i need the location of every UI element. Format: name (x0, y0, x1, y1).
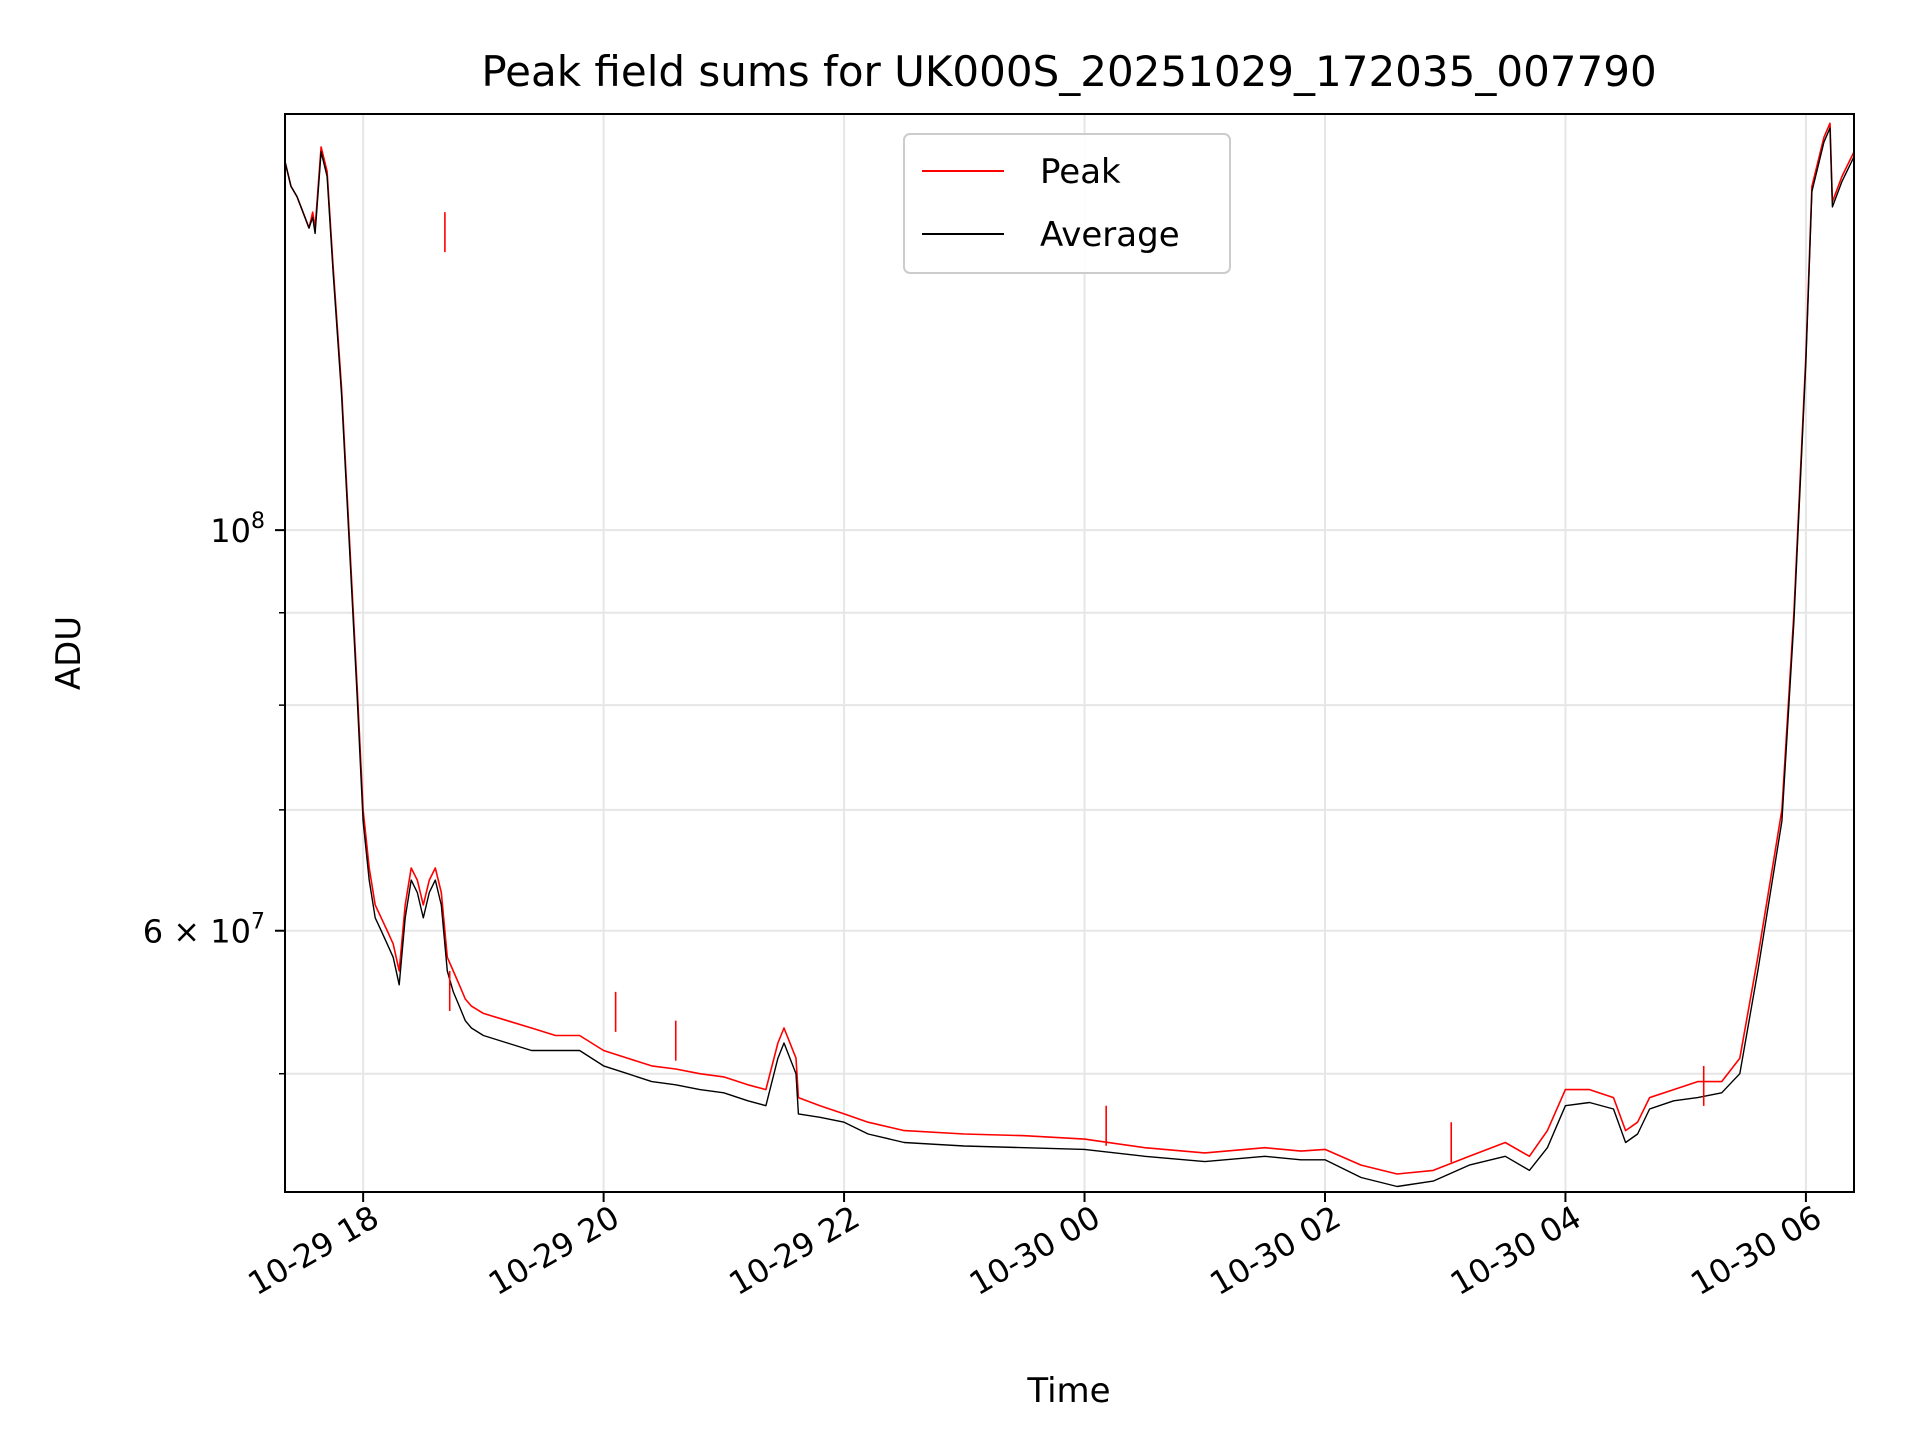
x-tick-label: 10-30 04 (1444, 1198, 1588, 1303)
peak-series-line (285, 122, 1854, 1175)
x-tick-label: 10-30 00 (963, 1198, 1107, 1303)
x-axis-label: Time (1026, 1371, 1110, 1411)
y-axis: 6 × 107 108 (143, 509, 285, 1075)
x-tick-label: 10-29 20 (482, 1198, 626, 1303)
legend-box (903, 133, 1231, 274)
x-tick-label: 10-30 06 (1684, 1198, 1828, 1303)
y-tick-label: 6 × 107 (143, 910, 265, 951)
legend: Peak Average (903, 133, 1231, 274)
x-tick-label: 10-29 22 (722, 1198, 866, 1303)
chart-title: Peak field sums for UK000S_20251029_1720… (481, 47, 1656, 96)
x-axis: 10-29 18 10-29 20 10-29 22 10-30 00 10-30 02… (242, 1192, 1828, 1303)
legend-average-label: Average (1040, 215, 1180, 255)
grid-lines (285, 114, 1854, 1192)
plot-frame (284, 113, 1855, 1193)
series-lines (285, 122, 1854, 1188)
legend-peak-label: Peak (1040, 152, 1121, 192)
average-series-line (285, 127, 1854, 1188)
x-tick-label: 10-29 18 (242, 1198, 386, 1303)
y-tick-label: 108 (210, 509, 265, 550)
y-axis-label: ADU (49, 616, 89, 690)
x-tick-label: 10-30 02 (1203, 1198, 1347, 1303)
